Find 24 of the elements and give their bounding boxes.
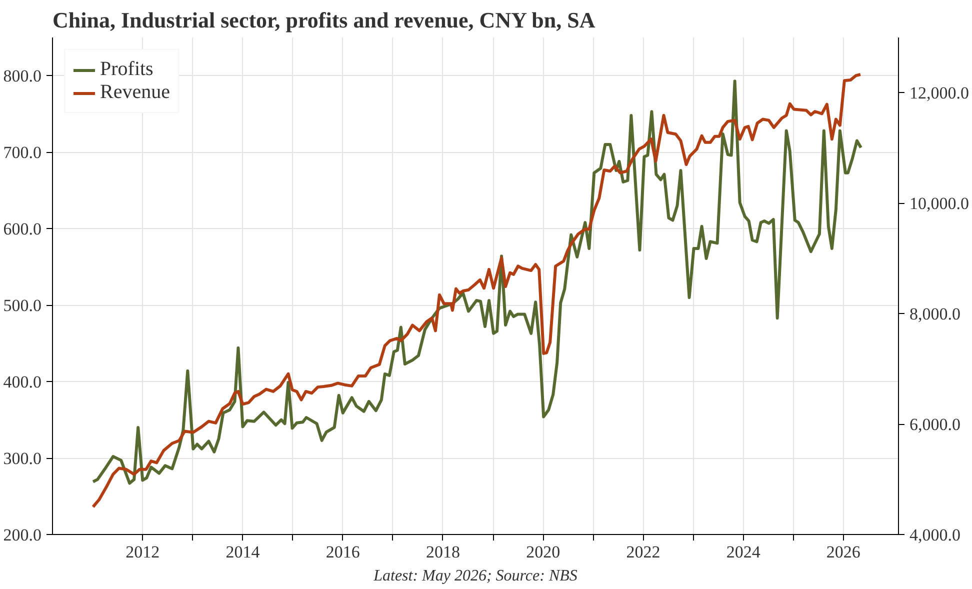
y-tick-label: 300.0 (3, 449, 42, 468)
y2-tick-label: 8,000.0 (910, 304, 960, 324)
text: Latest: May 2026; Source: NBS (372, 568, 578, 584)
y2-tick-label: 4,000.0 (910, 526, 960, 544)
legend-label: Profits (100, 58, 154, 81)
y2-tick-label: 10,000.0 (910, 194, 969, 214)
x-tick-label: 2020 (526, 542, 560, 562)
y-tick-label: 400.0 (3, 372, 42, 392)
legend-label: Revenue (100, 81, 170, 104)
y-tick-label: 600.0 (3, 220, 42, 239)
y-tick-label: 800.0 (3, 66, 42, 86)
x-tick-label: 2018 (426, 542, 460, 562)
x-tick-label: 2012 (126, 542, 160, 562)
y2-tick-label: 6,000.0 (910, 415, 960, 434)
x-tick-label: 2014 (226, 542, 260, 562)
y-tick-label: 500.0 (3, 296, 42, 316)
x-tick-label: 2024 (726, 542, 761, 562)
x-tick-label: 2026 (826, 542, 860, 562)
chart-title: China, Industrial sector, profits and revenue, CNY bn, SA (52, 8, 596, 32)
x-tick-label: 2016 (326, 542, 360, 562)
y-tick-label: 200.0 (3, 526, 42, 544)
y2-tick-label: 12,000.0 (910, 84, 969, 103)
y-tick-label: 700.0 (3, 143, 42, 162)
x-tick-label: 2022 (626, 542, 660, 562)
